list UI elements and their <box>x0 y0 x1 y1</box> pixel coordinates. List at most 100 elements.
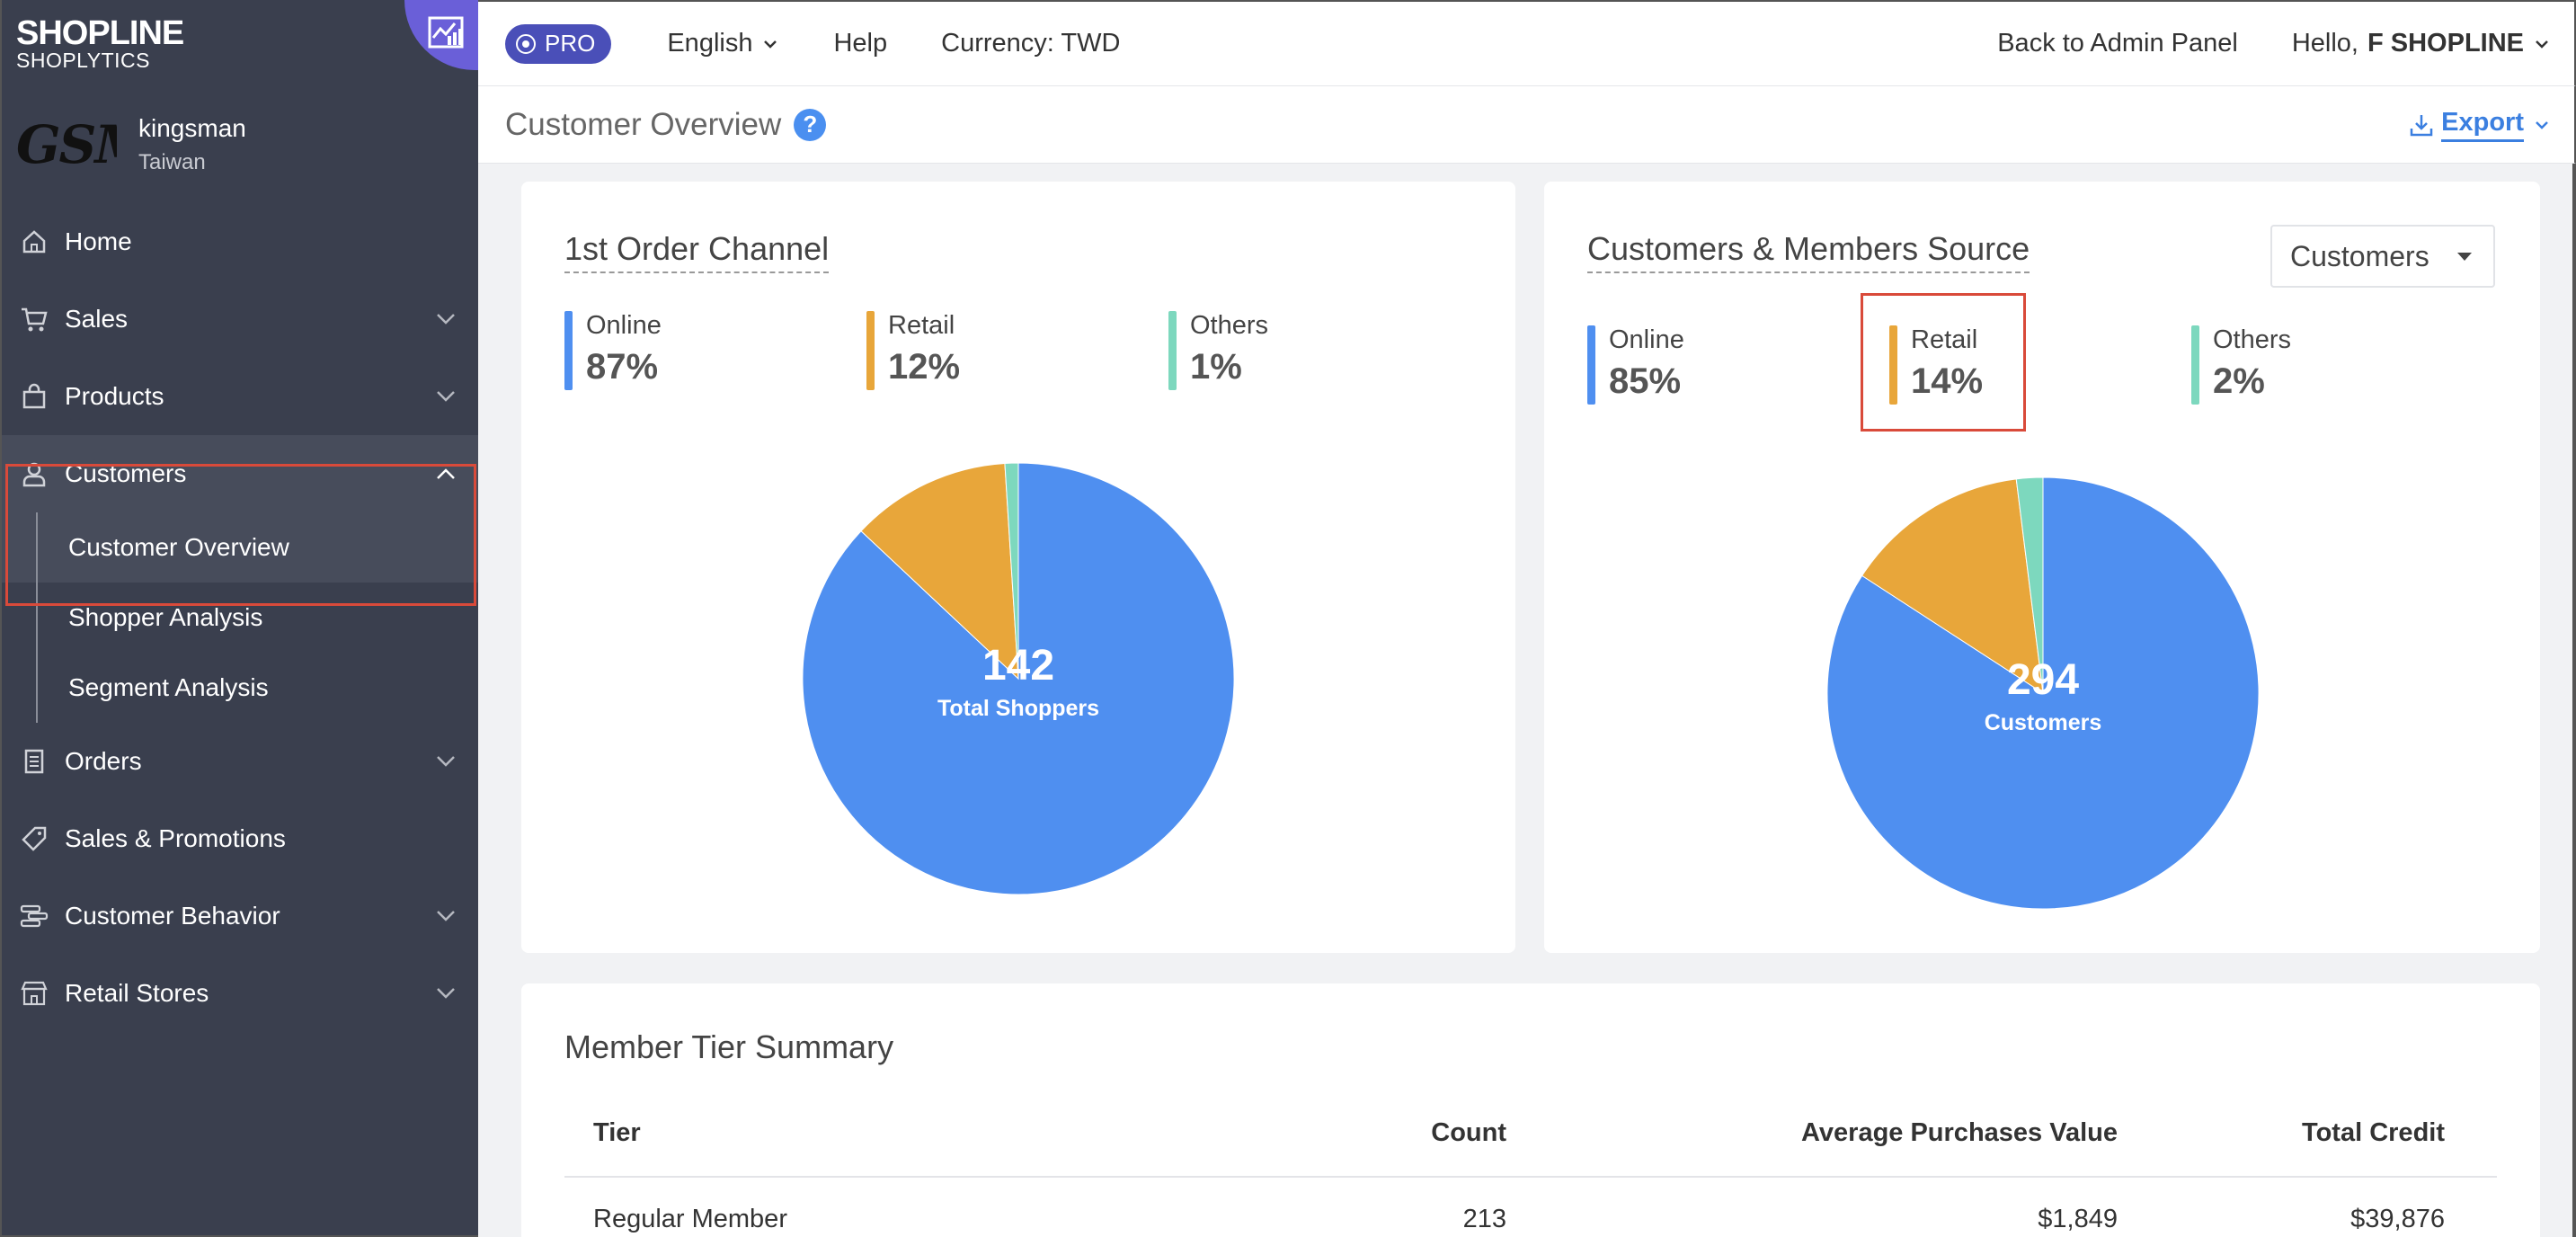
sidebar-item-label: Sales <box>65 305 129 333</box>
legend-online-swatch <box>1587 325 1595 405</box>
member-tier-summary-card: Member Tier Summary Tier Count Average P… <box>521 983 2540 1237</box>
tag-icon <box>18 823 50 855</box>
sidebar-item-products[interactable]: Products <box>2 358 478 435</box>
legend-others-value: 2% <box>2213 361 2265 401</box>
store-country: Taiwan <box>138 150 206 174</box>
sidebar-item-orders[interactable]: Orders <box>2 723 478 800</box>
export-button[interactable]: Export <box>2409 108 2549 142</box>
chevron-up-icon <box>435 463 457 485</box>
page-title: Customer Overview <box>505 106 782 142</box>
customers-type-dropdown[interactable]: Customers <box>2270 225 2495 288</box>
header-total-credit: Total Credit <box>2302 1117 2445 1147</box>
user-icon <box>18 458 50 490</box>
sidebar-subitem-shopper-analysis[interactable]: Shopper Analysis <box>68 603 263 631</box>
chevron-down-icon <box>435 308 457 330</box>
question-icon[interactable]: ? <box>794 108 827 141</box>
sidebar-item-sales[interactable]: Sales <box>2 280 478 358</box>
sidebar-subitem-customer-overview[interactable]: Customer Overview <box>2 512 478 583</box>
store-logo: GSM <box>16 114 117 175</box>
cell-count: 213 <box>1462 1204 1506 1233</box>
customers-members-source-title[interactable]: Customers & Members Source <box>1587 230 2030 273</box>
pie-center-value: 294 <box>2007 656 2079 704</box>
brand: SHOPLINE SHOPLYTICS <box>2 0 478 86</box>
download-icon <box>2409 112 2434 138</box>
pie-center-label: Total Shoppers <box>937 696 1099 721</box>
legend-retail-value: 12% <box>888 347 961 387</box>
language-selector[interactable]: English <box>667 29 777 58</box>
pie-slice-retail[interactable] <box>860 462 1019 681</box>
store-name: kingsman <box>138 114 246 142</box>
hello-label: Hello, <box>2291 29 2358 58</box>
sidebar-item-label: Products <box>65 382 164 410</box>
header-avg-purchase: Average Purchases Value <box>1801 1117 2118 1147</box>
back-to-admin-link[interactable]: Back to Admin Panel <box>1997 29 2238 58</box>
sidebar-item-sales-promotions[interactable]: Sales & Promotions <box>2 800 478 877</box>
chevron-down-icon <box>2535 120 2549 129</box>
legend-online-value: 85% <box>1609 361 1682 401</box>
pie-slice-retail[interactable] <box>1861 478 2044 695</box>
legend-online: Online 87% <box>564 311 662 390</box>
customers-submenu: Customer Overview Shopper Analysis Segme… <box>2 512 478 723</box>
chevron-down-icon <box>435 905 457 927</box>
legend-retail: Retail 12% <box>866 311 961 390</box>
user-menu[interactable]: Hello, F SHOPLINE <box>2292 29 2549 58</box>
member-tier-title: Member Tier Summary <box>564 1028 894 1065</box>
legend-online-name: Online <box>1609 325 1684 354</box>
sidebar-item-customer-behavior[interactable]: Customer Behavior <box>2 877 478 955</box>
help-link[interactable]: Help <box>833 29 888 58</box>
legend-others-swatch <box>2191 325 2199 405</box>
legend-others-name: Others <box>1190 311 1269 340</box>
store-info: GSM kingsman Taiwan <box>2 86 478 203</box>
shoplytics-subtitle: SHOPLYTICS <box>16 49 150 72</box>
home-icon <box>18 226 50 258</box>
cell-tier: Regular Member <box>593 1204 787 1233</box>
table-header-row: Tier Count Average Purchases Value Total… <box>564 1090 2497 1178</box>
legend-online-swatch <box>564 311 573 390</box>
chevron-down-icon <box>435 386 457 407</box>
pie-slice-others[interactable] <box>1004 462 1019 680</box>
legend-retail-name: Retail <box>1911 325 1978 354</box>
sidebar-item-customers[interactable]: Customers <box>2 435 478 512</box>
pie-center-label: Customers <box>1985 710 2102 735</box>
first-order-pie-chart[interactable]: 142 Total Shoppers <box>798 458 1239 899</box>
pro-label: PRO <box>545 30 596 57</box>
cell-avg-purchase: $1,849 <box>2038 1204 2118 1233</box>
sidebar-item-home[interactable]: Home <box>2 203 478 280</box>
cart-icon <box>18 303 50 335</box>
legend-others: Others 1% <box>1168 311 1269 390</box>
pie-center-value: 142 <box>982 642 1054 690</box>
pro-badge[interactable]: PRO <box>505 23 612 64</box>
legend-others-value: 1% <box>1190 347 1242 387</box>
first-order-channel-title[interactable]: 1st Order Channel <box>564 230 830 273</box>
legend-others-swatch <box>1168 311 1177 390</box>
shopline-logo[interactable]: SHOPLINE <box>16 14 184 52</box>
source-pie-chart[interactable]: 294 Customers <box>1823 473 2263 913</box>
top-bar: PRO English Help Currency: TWD Back to A… <box>478 0 2576 86</box>
legend-retail-value: 14% <box>1911 361 1984 401</box>
legend-others: Others 2% <box>2191 325 2292 405</box>
sidebar-item-label: Sales & Promotions <box>65 824 286 852</box>
caret-down-icon <box>2457 252 2472 261</box>
store-icon <box>18 977 50 1010</box>
sidebar: SHOPLINE SHOPLYTICS GSM kingsman Taiwan … <box>0 0 478 1237</box>
customers-members-source-card: Customers & Members Source Customers Onl… <box>1544 182 2540 953</box>
pro-icon <box>516 33 536 54</box>
legend-retail-swatch <box>1889 325 1897 405</box>
first-order-channel-card: 1st Order Channel Online 87% Retail 12% … <box>521 182 1515 953</box>
legend-retail: Retail 14% <box>1889 325 1984 405</box>
sidebar-item-label: Retail Stores <box>65 979 209 1007</box>
legend-online: Online 85% <box>1587 325 1684 405</box>
currency-label: Currency: TWD <box>941 29 1121 58</box>
pie-slice-online[interactable] <box>802 462 1235 895</box>
legend-others-name: Others <box>2213 325 2292 354</box>
sidebar-item-retail-stores[interactable]: Retail Stores <box>2 955 478 1032</box>
chevron-down-icon <box>763 40 777 49</box>
cell-total-credit: $39,876 <box>2350 1204 2445 1233</box>
sidebar-item-label: Customers <box>65 459 187 487</box>
pie-slice-others[interactable] <box>2015 476 2044 694</box>
user-name: F SHOPLINE <box>2367 29 2524 58</box>
retail-highlight-box <box>1861 293 2026 432</box>
sidebar-subitem-segment-analysis[interactable]: Segment Analysis <box>68 673 269 701</box>
sidebar-item-label: Home <box>65 227 132 255</box>
sidebar-item-label: Customer Behavior <box>65 902 280 930</box>
